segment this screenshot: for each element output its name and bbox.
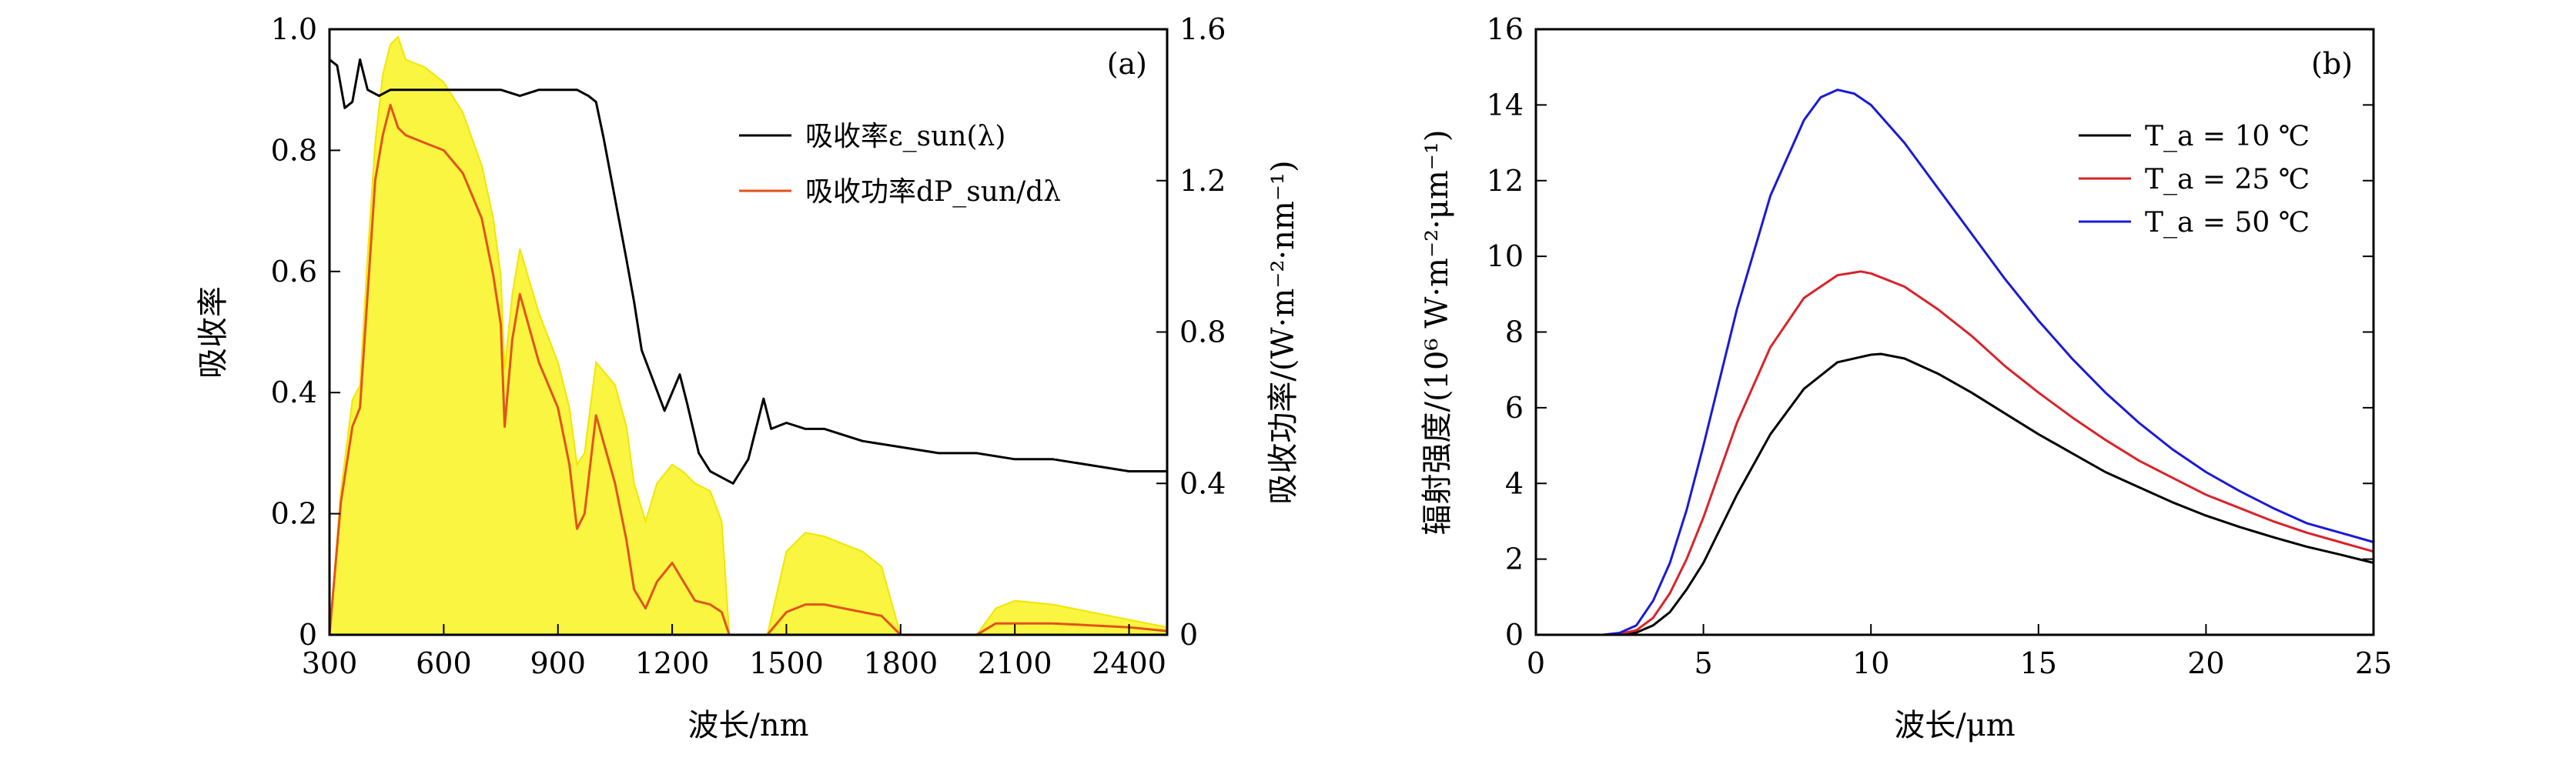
legend-label-50c: T_a = 50 ℃ [2145, 207, 2310, 239]
y-tick-label: 8 [1505, 315, 1524, 349]
y-tick-label: 0.8 [271, 133, 317, 167]
panel-a-label: (a) [1107, 47, 1147, 81]
y-tick-label: 10 [1487, 239, 1524, 273]
panel-b-x-axis-label: 波长/μm [1894, 708, 2015, 743]
y-tick-label: 4 [1505, 466, 1524, 500]
y-tick-label: 0 [1505, 618, 1524, 652]
panel-b-y-ticks: 0 2 4 6 8 10 12 14 16 [1487, 12, 2374, 652]
x-tick-label: 1800 [863, 646, 938, 680]
panel-a-right-y-axis-label: 吸收功率/(W·m⁻²·nm⁻¹) [1266, 160, 1301, 504]
panel-a-legend: 吸收率ε_sun(λ) 吸收功率dP_sun/dλ [739, 121, 1061, 208]
panel-a-x-ticks: 300 600 900 1200 1500 1800 2100 2400 [302, 624, 1166, 680]
panel-b-label: (b) [2311, 47, 2353, 81]
y-tick-label: 2 [1505, 542, 1524, 576]
panel-a-x-axis-label: 波长/nm [687, 708, 808, 743]
y-tick-label: 0.2 [271, 497, 317, 531]
x-tick-label: 600 [416, 646, 472, 680]
x-tick-label: 300 [302, 646, 358, 680]
x-tick-label: 10 [1852, 646, 1889, 680]
panel-a-right-y-ticks: 0 0.4 0.8 1.2 1.6 [1156, 12, 1226, 652]
panel-a-left-y-axis-label: 吸收率 [196, 286, 231, 379]
series-line-50c [1536, 88, 2374, 636]
panel-b-legend: T_a = 10 ℃ T_a = 25 ℃ T_a = 50 ℃ [2079, 121, 2310, 239]
legend-label-25c: T_a = 25 ℃ [2145, 164, 2310, 195]
x-tick-label: 1200 [635, 646, 710, 680]
x-tick-label: 0 [1527, 646, 1545, 680]
legend-label-10c: T_a = 10 ℃ [2145, 121, 2310, 152]
y-tick-label: 0.6 [271, 255, 317, 289]
right-y-tick-label: 0 [1179, 618, 1198, 652]
legend-label-absorptance: 吸收率ε_sun(λ) [805, 121, 1005, 152]
panel-b-y-axis-label: 辐射强度/(10⁶ W·m⁻²·μm⁻¹) [1420, 129, 1455, 535]
x-tick-label: 2400 [1092, 646, 1166, 680]
panel-a-left-y-ticks: 0 0.2 0.4 0.6 0.8 1.0 [271, 12, 340, 652]
right-y-tick-label: 0.8 [1179, 315, 1226, 349]
y-tick-label: 0.4 [271, 375, 317, 409]
series-line-10c [1536, 352, 2374, 636]
panel-b-series-lines [1536, 88, 2374, 636]
panel-b: 0 5 10 15 20 25 0 2 4 6 8 10 12 14 16 (b) T_a = 10 ℃ … [1420, 12, 2392, 743]
x-tick-label: 5 [1694, 646, 1713, 680]
y-tick-label: 6 [1505, 391, 1524, 425]
right-y-tick-label: 0.4 [1179, 466, 1226, 500]
x-tick-label: 25 [2355, 646, 2392, 680]
legend-label-absorbed-power: 吸收功率dP_sun/dλ [805, 176, 1061, 208]
x-tick-label: 15 [2020, 646, 2057, 680]
panel-a: 300 600 900 1200 1500 1800 2100 2400 0 0.2 0.4 0.6… [196, 12, 1301, 743]
y-tick-label: 14 [1487, 88, 1524, 122]
y-tick-label: 16 [1487, 12, 1524, 46]
panel-b-x-ticks: 0 5 10 15 20 25 [1527, 624, 2392, 680]
x-tick-label: 1500 [749, 646, 824, 680]
y-tick-label: 0 [299, 618, 317, 652]
right-y-tick-label: 1.6 [1179, 12, 1226, 46]
series-line-25c [1536, 270, 2374, 636]
right-y-tick-label: 1.2 [1179, 164, 1226, 198]
y-tick-label: 12 [1487, 164, 1524, 198]
x-tick-label: 900 [530, 646, 586, 680]
series-line-absorptance [329, 58, 1167, 485]
y-tick-label: 1.0 [271, 12, 317, 46]
x-tick-label: 20 [2187, 646, 2224, 680]
x-tick-label: 2100 [978, 646, 1052, 680]
